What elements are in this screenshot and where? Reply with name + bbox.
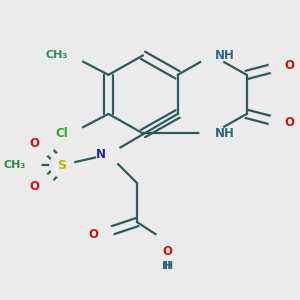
Text: O: O	[29, 180, 39, 193]
Text: O: O	[29, 137, 39, 151]
Circle shape	[97, 142, 121, 167]
Text: N: N	[95, 148, 106, 161]
Text: CH₃: CH₃	[4, 160, 26, 170]
Text: NH: NH	[215, 49, 235, 62]
Circle shape	[59, 122, 83, 146]
Circle shape	[30, 174, 54, 198]
Text: O: O	[88, 228, 98, 241]
Circle shape	[17, 153, 41, 177]
Text: H: H	[163, 261, 172, 271]
Text: O: O	[284, 116, 294, 130]
Circle shape	[155, 246, 179, 270]
Circle shape	[50, 153, 74, 177]
Text: S: S	[57, 158, 66, 172]
Circle shape	[155, 230, 179, 254]
Text: H: H	[164, 261, 173, 271]
Circle shape	[30, 132, 54, 156]
Text: CH₃: CH₃	[46, 50, 68, 60]
Circle shape	[59, 43, 83, 68]
Circle shape	[200, 43, 224, 68]
Text: O: O	[162, 245, 172, 258]
Circle shape	[200, 122, 224, 146]
Circle shape	[269, 111, 293, 135]
Circle shape	[89, 222, 113, 246]
Text: Cl: Cl	[55, 127, 68, 140]
Text: NH: NH	[215, 127, 235, 140]
Circle shape	[269, 54, 293, 78]
Text: O: O	[284, 59, 294, 72]
